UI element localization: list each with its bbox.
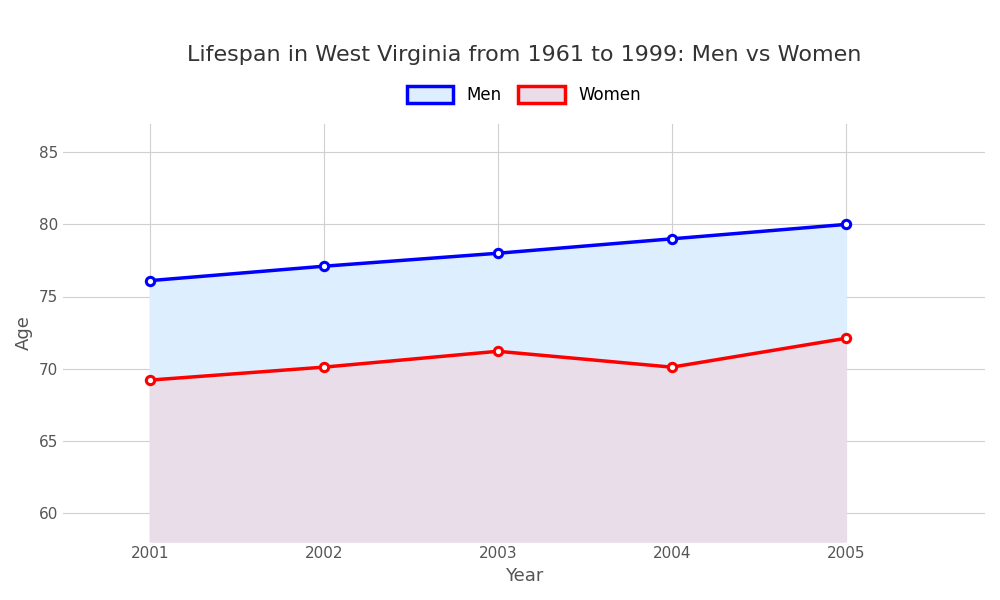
X-axis label: Year: Year: [505, 567, 543, 585]
Y-axis label: Age: Age: [15, 315, 33, 350]
Legend: Men, Women: Men, Women: [398, 77, 649, 112]
Title: Lifespan in West Virginia from 1961 to 1999: Men vs Women: Lifespan in West Virginia from 1961 to 1…: [187, 45, 861, 65]
